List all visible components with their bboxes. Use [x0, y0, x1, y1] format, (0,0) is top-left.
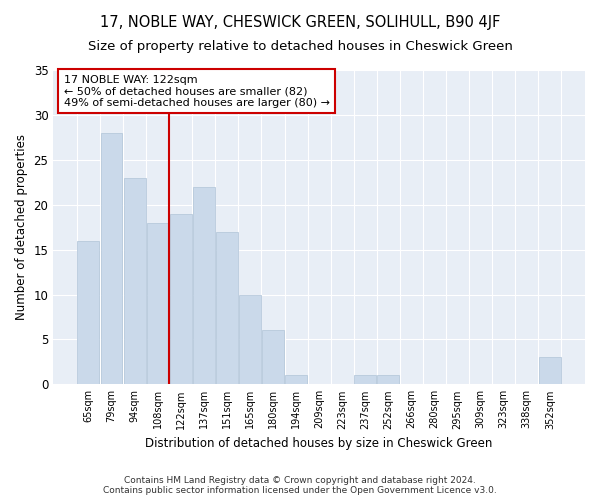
- Bar: [146, 222, 169, 384]
- Bar: [193, 186, 215, 384]
- Bar: [101, 133, 122, 384]
- Text: 17, NOBLE WAY, CHESWICK GREEN, SOLIHULL, B90 4JF: 17, NOBLE WAY, CHESWICK GREEN, SOLIHULL,…: [100, 15, 500, 30]
- Bar: [239, 294, 261, 384]
- Bar: [262, 330, 284, 384]
- Text: Contains HM Land Registry data © Crown copyright and database right 2024.
Contai: Contains HM Land Registry data © Crown c…: [103, 476, 497, 495]
- Bar: [216, 232, 238, 384]
- Bar: [285, 376, 307, 384]
- Bar: [539, 358, 561, 384]
- Bar: [170, 214, 191, 384]
- Bar: [377, 376, 400, 384]
- Y-axis label: Number of detached properties: Number of detached properties: [15, 134, 28, 320]
- Text: 17 NOBLE WAY: 122sqm
← 50% of detached houses are smaller (82)
49% of semi-detac: 17 NOBLE WAY: 122sqm ← 50% of detached h…: [64, 74, 330, 108]
- X-axis label: Distribution of detached houses by size in Cheswick Green: Distribution of detached houses by size …: [145, 437, 493, 450]
- Bar: [124, 178, 146, 384]
- Text: Size of property relative to detached houses in Cheswick Green: Size of property relative to detached ho…: [88, 40, 512, 53]
- Bar: [77, 240, 100, 384]
- Bar: [355, 376, 376, 384]
